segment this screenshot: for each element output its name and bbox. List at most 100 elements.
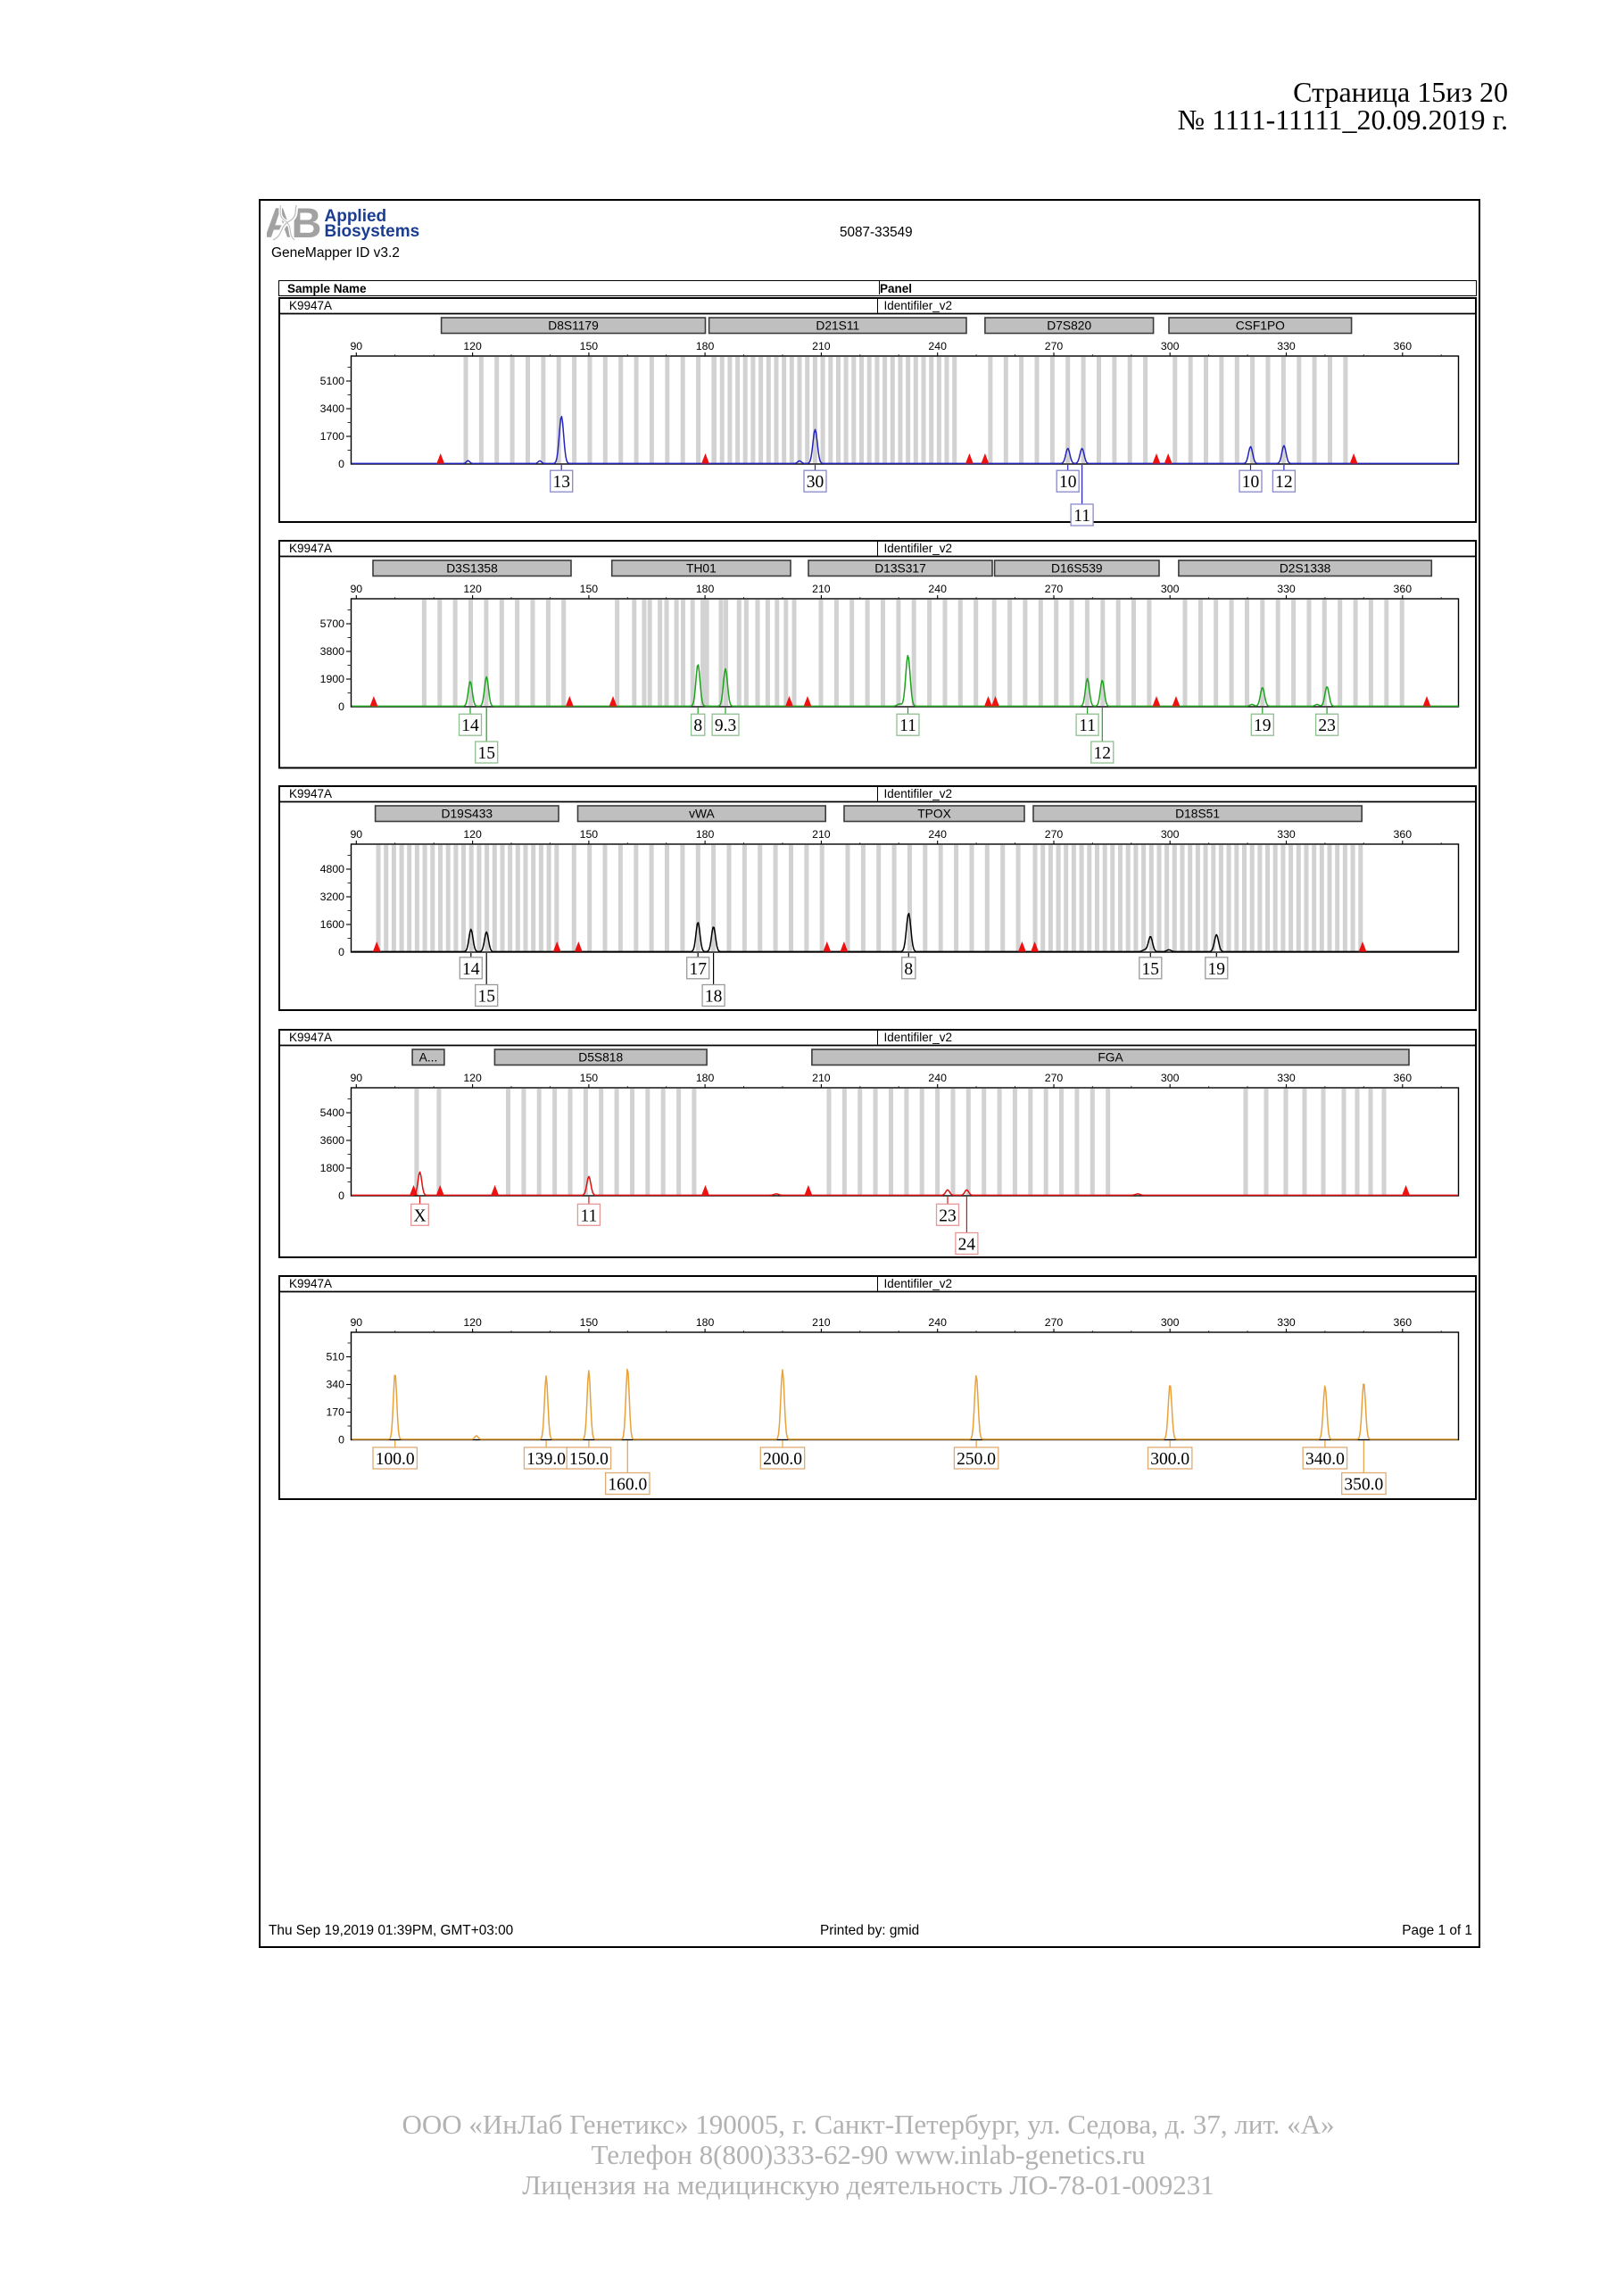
svg-text:300: 300 xyxy=(1161,828,1180,841)
svg-text:150: 150 xyxy=(580,1316,599,1329)
svg-text:D3S1358: D3S1358 xyxy=(446,562,498,576)
svg-text:270: 270 xyxy=(1045,583,1064,595)
svg-text:160.0: 160.0 xyxy=(608,1475,647,1494)
svg-text:350.0: 350.0 xyxy=(1344,1475,1383,1494)
svg-text:240: 240 xyxy=(928,1072,947,1084)
svg-text:3400: 3400 xyxy=(320,402,345,415)
svg-text:11: 11 xyxy=(1079,717,1096,735)
svg-text:360: 360 xyxy=(1394,1072,1413,1084)
svg-text:Identifiler_v2: Identifiler_v2 xyxy=(884,1277,953,1290)
svg-text:1600: 1600 xyxy=(320,918,345,931)
svg-text:210: 210 xyxy=(812,1072,831,1084)
svg-text:300: 300 xyxy=(1161,583,1180,595)
svg-text:X: X xyxy=(413,1206,426,1225)
svg-text:K9947A: K9947A xyxy=(289,1031,332,1044)
svg-text:15: 15 xyxy=(1142,960,1160,979)
svg-text:0: 0 xyxy=(338,1433,344,1446)
svg-text:90: 90 xyxy=(350,1072,362,1084)
svg-text:180: 180 xyxy=(696,1316,715,1329)
svg-text:14: 14 xyxy=(461,717,479,735)
svg-text:K9947A: K9947A xyxy=(289,542,332,555)
svg-text:CSF1PO: CSF1PO xyxy=(1236,319,1285,333)
svg-text:210: 210 xyxy=(812,583,831,595)
svg-text:150.0: 150.0 xyxy=(569,1450,609,1469)
svg-text:100.0: 100.0 xyxy=(376,1450,415,1469)
svg-text:120: 120 xyxy=(463,1072,482,1084)
svg-text:24: 24 xyxy=(958,1235,976,1254)
svg-text:23: 23 xyxy=(1318,717,1336,735)
svg-text:270: 270 xyxy=(1045,1072,1064,1084)
svg-text:K9947A: K9947A xyxy=(289,1277,332,1290)
svg-text:Identifiler_v2: Identifiler_v2 xyxy=(884,787,953,800)
svg-text:D8S1179: D8S1179 xyxy=(548,319,599,333)
svg-text:170: 170 xyxy=(326,1405,344,1418)
svg-text:13: 13 xyxy=(552,473,570,492)
svg-text:120: 120 xyxy=(463,340,482,352)
svg-text:180: 180 xyxy=(696,583,715,595)
svg-text:90: 90 xyxy=(350,583,362,595)
svg-text:150: 150 xyxy=(580,1072,599,1084)
svg-text:D21S11: D21S11 xyxy=(816,319,859,333)
svg-text:11: 11 xyxy=(581,1206,598,1225)
svg-text:200.0: 200.0 xyxy=(763,1450,802,1469)
svg-text:240: 240 xyxy=(928,340,947,352)
svg-text:10: 10 xyxy=(1242,473,1260,492)
svg-text:1800: 1800 xyxy=(320,1162,345,1174)
svg-text:3200: 3200 xyxy=(320,891,345,903)
svg-text:4800: 4800 xyxy=(320,863,345,875)
svg-text:180: 180 xyxy=(696,1072,715,1084)
svg-text:0: 0 xyxy=(338,1189,344,1202)
svg-text:150: 150 xyxy=(580,340,599,352)
svg-text:5400: 5400 xyxy=(320,1107,345,1119)
svg-text:1700: 1700 xyxy=(320,430,345,443)
svg-text:9.3: 9.3 xyxy=(715,717,736,735)
svg-text:120: 120 xyxy=(463,828,482,841)
svg-text:5700: 5700 xyxy=(320,618,345,630)
svg-text:300: 300 xyxy=(1161,1316,1180,1329)
svg-text:270: 270 xyxy=(1045,828,1064,841)
svg-text:360: 360 xyxy=(1394,583,1413,595)
svg-text:K9947A: K9947A xyxy=(289,299,332,312)
svg-text:D16S539: D16S539 xyxy=(1051,562,1103,576)
svg-text:8: 8 xyxy=(904,960,913,979)
svg-text:11: 11 xyxy=(899,717,916,735)
svg-text:17: 17 xyxy=(689,960,707,979)
svg-text:FGA: FGA xyxy=(1098,1050,1123,1064)
svg-text:10: 10 xyxy=(1059,473,1077,492)
svg-text:0: 0 xyxy=(338,700,344,713)
svg-text:250.0: 250.0 xyxy=(957,1450,996,1469)
svg-text:330: 330 xyxy=(1277,583,1296,595)
svg-text:180: 180 xyxy=(696,828,715,841)
svg-text:D7S820: D7S820 xyxy=(1047,319,1091,333)
svg-text:270: 270 xyxy=(1045,340,1064,352)
svg-text:D5S818: D5S818 xyxy=(578,1050,623,1064)
svg-text:360: 360 xyxy=(1394,828,1413,841)
svg-text:90: 90 xyxy=(350,1316,362,1329)
svg-text:19: 19 xyxy=(1254,717,1272,735)
svg-text:TH01: TH01 xyxy=(686,562,717,576)
svg-text:300: 300 xyxy=(1161,340,1180,352)
svg-text:K9947A: K9947A xyxy=(289,787,332,800)
svg-text:12: 12 xyxy=(1275,473,1293,492)
svg-text:30: 30 xyxy=(807,473,824,492)
svg-text:0: 0 xyxy=(338,458,344,470)
svg-text:150: 150 xyxy=(580,583,599,595)
svg-text:D2S1338: D2S1338 xyxy=(1280,562,1331,576)
svg-text:300: 300 xyxy=(1161,1072,1180,1084)
svg-text:240: 240 xyxy=(928,1316,947,1329)
svg-text:330: 330 xyxy=(1277,340,1296,352)
svg-text:120: 120 xyxy=(463,1316,482,1329)
svg-text:90: 90 xyxy=(350,340,362,352)
svg-text:150: 150 xyxy=(580,828,599,841)
svg-text:340: 340 xyxy=(326,1378,344,1390)
svg-text:TPOX: TPOX xyxy=(917,808,951,821)
svg-text:210: 210 xyxy=(812,340,831,352)
svg-text:3800: 3800 xyxy=(320,645,345,658)
svg-text:14: 14 xyxy=(462,960,480,979)
svg-text:120: 120 xyxy=(463,583,482,595)
svg-text:139.0: 139.0 xyxy=(526,1450,566,1469)
svg-text:D18S51: D18S51 xyxy=(1175,808,1220,821)
svg-text:12: 12 xyxy=(1094,744,1112,763)
svg-text:11: 11 xyxy=(1073,507,1090,526)
svg-text:5100: 5100 xyxy=(320,375,345,387)
